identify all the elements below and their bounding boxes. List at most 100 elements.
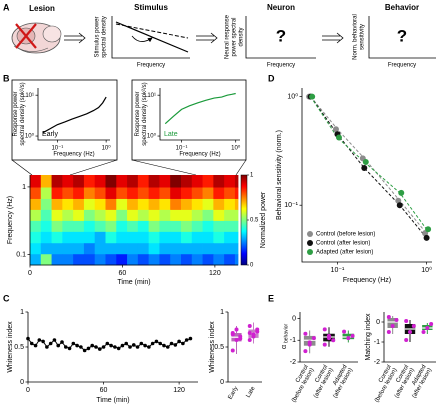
heatmap-cell bbox=[148, 198, 160, 211]
heatmap-cell bbox=[213, 231, 225, 244]
data-point bbox=[350, 333, 355, 338]
y-tick-label: -1 bbox=[290, 337, 296, 344]
heatmap-cell bbox=[30, 209, 42, 222]
data-point bbox=[48, 341, 53, 346]
heatmap-cell bbox=[170, 187, 182, 200]
heatmap-cell bbox=[213, 209, 225, 222]
heatmap-cell bbox=[148, 254, 160, 266]
data-point bbox=[335, 134, 342, 141]
heatmap-cell bbox=[213, 175, 225, 188]
data-point bbox=[82, 348, 87, 353]
heatmap-cell bbox=[234, 175, 239, 188]
y-tick-label: 1 bbox=[22, 184, 26, 191]
heatmap-cell bbox=[105, 175, 117, 188]
x-tick-label: 10⁰ bbox=[231, 145, 241, 152]
data-point bbox=[362, 158, 369, 165]
heatmap-cell bbox=[159, 198, 171, 211]
heatmap-cell bbox=[224, 198, 236, 211]
x-axis-label: Time (min) bbox=[96, 397, 129, 404]
heatmap-cell bbox=[51, 220, 63, 233]
data-point bbox=[230, 332, 235, 337]
heatmap-cell bbox=[30, 243, 42, 255]
data-point bbox=[26, 336, 30, 341]
data-point bbox=[309, 93, 316, 100]
heatmap-cell bbox=[202, 220, 214, 233]
data-line bbox=[27, 338, 191, 352]
data-point bbox=[322, 342, 327, 347]
heatmap-cell bbox=[83, 187, 96, 200]
heatmap-cell bbox=[83, 231, 96, 244]
heatmap-cell bbox=[51, 209, 63, 222]
heatmap-cell bbox=[234, 198, 239, 211]
y-tick-label: 10⁰ bbox=[147, 133, 157, 140]
y-tick-label: 10¹ bbox=[25, 93, 34, 99]
heatmap-cell bbox=[94, 243, 106, 255]
heatmap-cell bbox=[105, 209, 117, 222]
heatmap-cell bbox=[94, 209, 106, 222]
y-axis-label: Response power bbox=[13, 91, 19, 136]
data-point bbox=[56, 343, 61, 348]
y-axis-label: Response power bbox=[135, 91, 141, 136]
heatmap-cell bbox=[116, 175, 128, 188]
heatmap-cell bbox=[83, 220, 96, 233]
heatmap-cell bbox=[62, 243, 74, 255]
heatmap-cell bbox=[202, 187, 214, 200]
y-axis-label-sub: behavior bbox=[283, 323, 289, 343]
schematic-curve bbox=[115, 23, 189, 39]
heatmap-cell bbox=[116, 243, 128, 255]
y-axis-label: spectral density (spk²/s) bbox=[142, 82, 148, 145]
data-point bbox=[128, 345, 132, 349]
y-axis-label: α bbox=[281, 345, 288, 349]
series-label: Early bbox=[42, 131, 58, 138]
data-point bbox=[404, 338, 409, 342]
data-point bbox=[247, 338, 252, 342]
panel-label: D bbox=[268, 73, 275, 83]
heatmap-cell bbox=[51, 175, 63, 188]
data-point bbox=[303, 349, 308, 354]
schematic-ylabel: Stimulus power bbox=[95, 16, 101, 57]
x-tick-label: 120 bbox=[173, 387, 185, 394]
heatmap-cell bbox=[159, 254, 171, 266]
y-tick-label: -1 bbox=[374, 339, 380, 346]
heatmap-cell bbox=[30, 187, 42, 200]
schematic-title: Neuron bbox=[267, 3, 295, 12]
legend-label: Control (after lesion) bbox=[316, 241, 370, 247]
schematic-xlabel: Frequency bbox=[267, 63, 295, 69]
legend-marker bbox=[307, 231, 313, 237]
heatmap-cell bbox=[234, 209, 239, 222]
heatmap-cell bbox=[51, 243, 63, 255]
heatmap-cell bbox=[40, 175, 52, 188]
data-point bbox=[327, 336, 331, 341]
heatmap-cell bbox=[116, 198, 128, 211]
heatmap-cell bbox=[202, 254, 214, 266]
heatmap-cell bbox=[159, 187, 171, 200]
heatmap-cell bbox=[105, 187, 117, 200]
data-point bbox=[361, 165, 368, 172]
data-point bbox=[234, 338, 239, 342]
data-point bbox=[177, 339, 181, 344]
axis-line bbox=[27, 312, 198, 383]
heatmap-cell bbox=[62, 187, 74, 200]
data-point bbox=[386, 315, 391, 319]
data-point bbox=[303, 331, 308, 336]
axis-line bbox=[111, 16, 190, 59]
heatmap-cell bbox=[170, 254, 182, 266]
inset-frames bbox=[11, 79, 247, 176]
data-point bbox=[124, 341, 129, 346]
data-point bbox=[109, 343, 113, 348]
panel-label: E bbox=[268, 293, 274, 303]
data-point bbox=[238, 336, 243, 341]
heatmap-cell bbox=[105, 254, 117, 266]
heatmap-cell bbox=[105, 243, 117, 255]
schematic-ylabel: spectral density bbox=[102, 16, 108, 58]
data-point bbox=[346, 336, 351, 341]
heatmap-cell bbox=[137, 175, 150, 188]
heatmap-cell bbox=[94, 187, 106, 200]
x-axis-label: Frequency (Hz) bbox=[53, 152, 94, 158]
heatmap-cell bbox=[180, 198, 193, 211]
data-line bbox=[164, 92, 236, 125]
data-point bbox=[251, 334, 256, 339]
heatmap-cell bbox=[224, 209, 236, 222]
x-tick-label: 10⁻¹ bbox=[331, 267, 345, 274]
heatmap-cell bbox=[40, 254, 52, 266]
